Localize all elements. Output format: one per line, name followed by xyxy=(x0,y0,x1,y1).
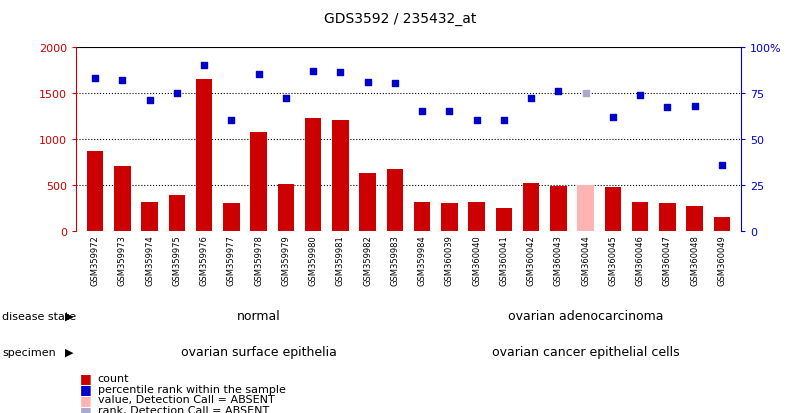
Text: disease state: disease state xyxy=(2,311,77,321)
Text: GSM359977: GSM359977 xyxy=(227,235,236,285)
Text: GSM359976: GSM359976 xyxy=(199,235,208,285)
Point xyxy=(225,118,238,124)
Point xyxy=(497,118,510,124)
Text: GSM360047: GSM360047 xyxy=(663,235,672,285)
Text: GSM359974: GSM359974 xyxy=(145,235,154,285)
Text: GSM360042: GSM360042 xyxy=(526,235,536,285)
Text: ovarian adenocarcinoma: ovarian adenocarcinoma xyxy=(508,309,663,323)
Point xyxy=(416,109,429,115)
Bar xyxy=(686,206,702,231)
Point xyxy=(143,97,156,104)
Point xyxy=(443,109,456,115)
Bar xyxy=(142,203,158,231)
Text: GSM359983: GSM359983 xyxy=(390,235,400,285)
Point xyxy=(525,96,537,102)
Text: GSM359980: GSM359980 xyxy=(308,235,318,285)
Point xyxy=(715,162,728,169)
Bar xyxy=(196,80,212,231)
Bar xyxy=(278,185,294,231)
Text: GSM359978: GSM359978 xyxy=(254,235,264,285)
Point xyxy=(634,92,646,99)
Point xyxy=(606,114,619,121)
Bar xyxy=(115,167,131,231)
Text: GSM360043: GSM360043 xyxy=(553,235,563,285)
Point xyxy=(307,68,320,75)
Point xyxy=(116,77,129,84)
Bar xyxy=(469,203,485,231)
Text: rank, Detection Call = ABSENT: rank, Detection Call = ABSENT xyxy=(98,405,269,413)
Text: normal: normal xyxy=(237,309,280,323)
Point xyxy=(470,118,483,124)
Text: GDS3592 / 235432_at: GDS3592 / 235432_at xyxy=(324,12,477,26)
Text: ■: ■ xyxy=(80,371,92,385)
Text: ■: ■ xyxy=(80,404,92,413)
Point xyxy=(661,105,674,112)
Bar xyxy=(414,202,430,231)
Text: ▶: ▶ xyxy=(65,311,74,321)
Bar xyxy=(360,173,376,231)
Text: GSM360049: GSM360049 xyxy=(718,235,727,285)
Text: GSM360046: GSM360046 xyxy=(636,235,645,285)
Point xyxy=(89,76,102,82)
Text: ■: ■ xyxy=(80,393,92,406)
Text: ovarian cancer epithelial cells: ovarian cancer epithelial cells xyxy=(492,346,679,358)
Point xyxy=(361,79,374,86)
Bar xyxy=(87,151,103,231)
Text: GSM359982: GSM359982 xyxy=(363,235,372,285)
Text: GSM360041: GSM360041 xyxy=(499,235,509,285)
Point xyxy=(579,90,592,97)
Text: GSM359979: GSM359979 xyxy=(281,235,291,285)
Text: count: count xyxy=(98,373,129,383)
Point xyxy=(552,88,565,95)
Point xyxy=(280,96,292,102)
Text: GSM359984: GSM359984 xyxy=(417,235,427,285)
Bar xyxy=(251,133,267,231)
Bar xyxy=(578,185,594,231)
Text: GSM360040: GSM360040 xyxy=(472,235,481,285)
Text: GSM360045: GSM360045 xyxy=(609,235,618,285)
Text: GSM360044: GSM360044 xyxy=(581,235,590,285)
Text: percentile rank within the sample: percentile rank within the sample xyxy=(98,384,286,394)
Bar xyxy=(223,204,239,231)
Text: GSM359973: GSM359973 xyxy=(118,235,127,285)
Bar xyxy=(605,187,621,231)
Text: value, Detection Call = ABSENT: value, Detection Call = ABSENT xyxy=(98,394,275,404)
Bar xyxy=(550,186,566,231)
Text: GSM360048: GSM360048 xyxy=(690,235,699,285)
Point xyxy=(688,103,701,109)
Bar xyxy=(305,118,321,231)
Text: GSM359975: GSM359975 xyxy=(172,235,181,285)
Text: specimen: specimen xyxy=(2,347,56,357)
Point xyxy=(252,72,265,78)
Bar xyxy=(387,170,403,231)
Text: ▶: ▶ xyxy=(65,347,74,357)
Bar xyxy=(332,121,348,231)
Point xyxy=(198,63,211,69)
Text: GSM360039: GSM360039 xyxy=(445,235,454,285)
Bar xyxy=(169,195,185,231)
Point xyxy=(334,70,347,76)
Bar xyxy=(523,183,539,231)
Text: ovarian surface epithelia: ovarian surface epithelia xyxy=(181,346,336,358)
Bar xyxy=(659,204,675,231)
Bar xyxy=(496,208,512,231)
Bar xyxy=(441,204,457,231)
Bar xyxy=(632,202,648,231)
Point xyxy=(171,90,183,97)
Text: ■: ■ xyxy=(80,382,92,395)
Text: GSM359972: GSM359972 xyxy=(91,235,99,285)
Text: GSM359981: GSM359981 xyxy=(336,235,345,285)
Bar xyxy=(714,217,730,231)
Point xyxy=(388,81,401,88)
